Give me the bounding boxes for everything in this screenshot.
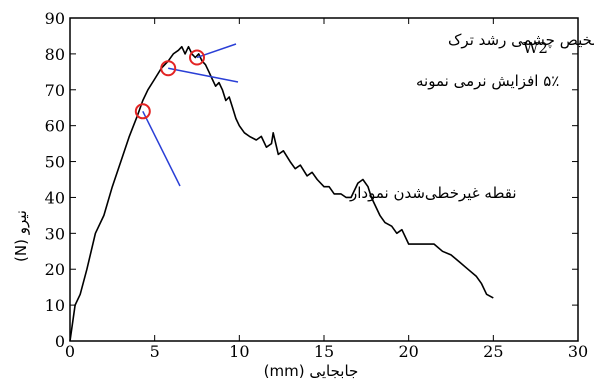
annotation-markers — [134, 49, 205, 120]
y-tick-label: 0 — [55, 332, 65, 351]
x-tick-label: 30 — [568, 342, 588, 361]
annotation-marker-circle — [189, 49, 205, 66]
annotation-crack-detection: تشخیص چشمی رشد ترک — [448, 31, 594, 49]
y-tick-label: 50 — [45, 153, 65, 172]
x-axis-ticks: 0 5 10 15 20 25 30 — [65, 18, 588, 361]
y-tick-label: 40 — [45, 188, 65, 207]
x-tick-label: 15 — [314, 342, 334, 361]
y-tick-label: 30 — [45, 224, 65, 243]
plot-frame — [69, 17, 579, 342]
annotation-compliance-increase: ۵٪ افزایش نرمی نمونه — [416, 72, 559, 90]
x-tick-label: 10 — [229, 342, 249, 361]
annotation-marker-circle — [160, 60, 177, 77]
x-tick-label: 5 — [150, 342, 160, 361]
y-axis-ticks: 0 10 20 30 40 50 60 70 80 90 — [45, 9, 578, 351]
annotation-nonlinearity-point: نقطه غیرخطی‌شدن نمودار — [349, 184, 517, 202]
x-axis-label: جابجایی (mm) — [264, 362, 359, 380]
annotation-marker-circle — [134, 103, 151, 120]
y-axis-label: نیرو (N) — [12, 210, 30, 262]
y-tick-label: 90 — [45, 9, 65, 28]
annotation-leader-line — [142, 110, 181, 187]
y-tick-label: 10 — [45, 296, 65, 315]
y-tick-label: 20 — [45, 260, 65, 279]
x-tick-label: 20 — [398, 342, 418, 361]
x-tick-label: 25 — [483, 342, 503, 361]
y-tick-label: 70 — [45, 81, 65, 100]
specimen-label: W2 — [523, 39, 548, 57]
y-tick-label: 80 — [45, 45, 65, 64]
annotation-leader-line — [168, 67, 239, 83]
x-tick-label: 0 — [65, 342, 75, 361]
annotation-leaders — [142, 43, 239, 187]
y-tick-label: 60 — [45, 117, 65, 136]
